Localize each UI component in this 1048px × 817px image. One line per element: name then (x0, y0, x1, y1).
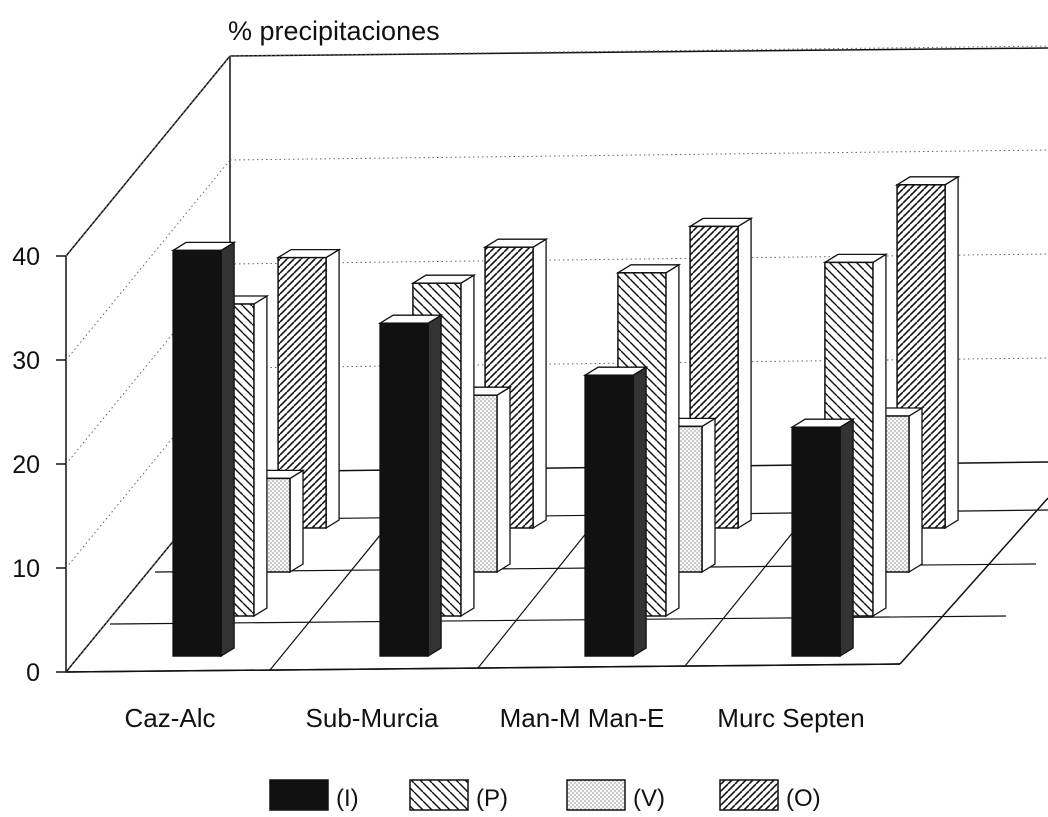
bar-side (289, 469, 304, 574)
gridlines (65, 45, 1048, 673)
legend-label: (O) (786, 785, 821, 812)
legend: (I) (P) (V) (O) (269, 779, 821, 812)
bar-side (532, 238, 547, 530)
bar-side (253, 294, 268, 618)
x-tick-label: Caz-Alc (124, 703, 215, 733)
bar-side (632, 366, 647, 658)
bar-side (944, 175, 959, 530)
back-gridline (229, 149, 1048, 161)
bar-front (379, 322, 429, 657)
legend-swatch (566, 779, 626, 811)
bar-I-2 (582, 366, 649, 658)
legend-item: (V) (566, 779, 665, 812)
legend-label: (V) (633, 785, 665, 812)
legend-item: (P) (409, 779, 508, 812)
x-tick-label: Murc Septen (717, 703, 864, 733)
back-gridline (229, 357, 1048, 369)
y-axis: 0 10 20 30 40 (12, 243, 66, 687)
bar-side (908, 406, 923, 574)
bars (170, 175, 961, 658)
bar-side (701, 417, 716, 574)
legend-item: (I) (269, 779, 359, 812)
y-tick-label: 20 (12, 451, 40, 479)
bar-I-0 (170, 241, 237, 658)
bar-side (496, 386, 511, 574)
x-axis: Caz-Alc Sub-Murcia Man-M Man-E Murc Septen (65, 663, 901, 733)
bar-side (427, 314, 442, 658)
bar-side (220, 241, 235, 658)
legend-label: (P) (476, 785, 508, 812)
legend-swatch (269, 779, 329, 811)
y-tick-label: 30 (12, 347, 40, 375)
bar-side (325, 248, 340, 530)
bar-side (872, 253, 887, 618)
bar-front (791, 426, 841, 657)
x-tick-label: Sub-Murcia (306, 703, 439, 733)
y-tick-label: 40 (12, 243, 40, 271)
bar-front (584, 374, 634, 657)
legend-swatch (719, 779, 779, 811)
bar-side (839, 418, 854, 658)
y-tick-label: 0 (26, 659, 40, 687)
bar-I-1 (377, 314, 444, 658)
y-tick-label: 10 (12, 555, 40, 583)
bar-side (460, 274, 475, 618)
y-axis-label: % precipitaciones (228, 16, 440, 46)
bar-front (172, 249, 222, 657)
back-gridline (229, 253, 1048, 265)
x-tick-label: Man-M Man-E (500, 703, 665, 733)
back-gridline (229, 45, 1048, 57)
bar-side (737, 217, 752, 530)
legend-swatch (409, 779, 469, 811)
bar-I-3 (789, 418, 856, 658)
bar-side (665, 263, 680, 618)
legend-item: (O) (719, 779, 821, 812)
legend-label: (I) (336, 785, 359, 812)
